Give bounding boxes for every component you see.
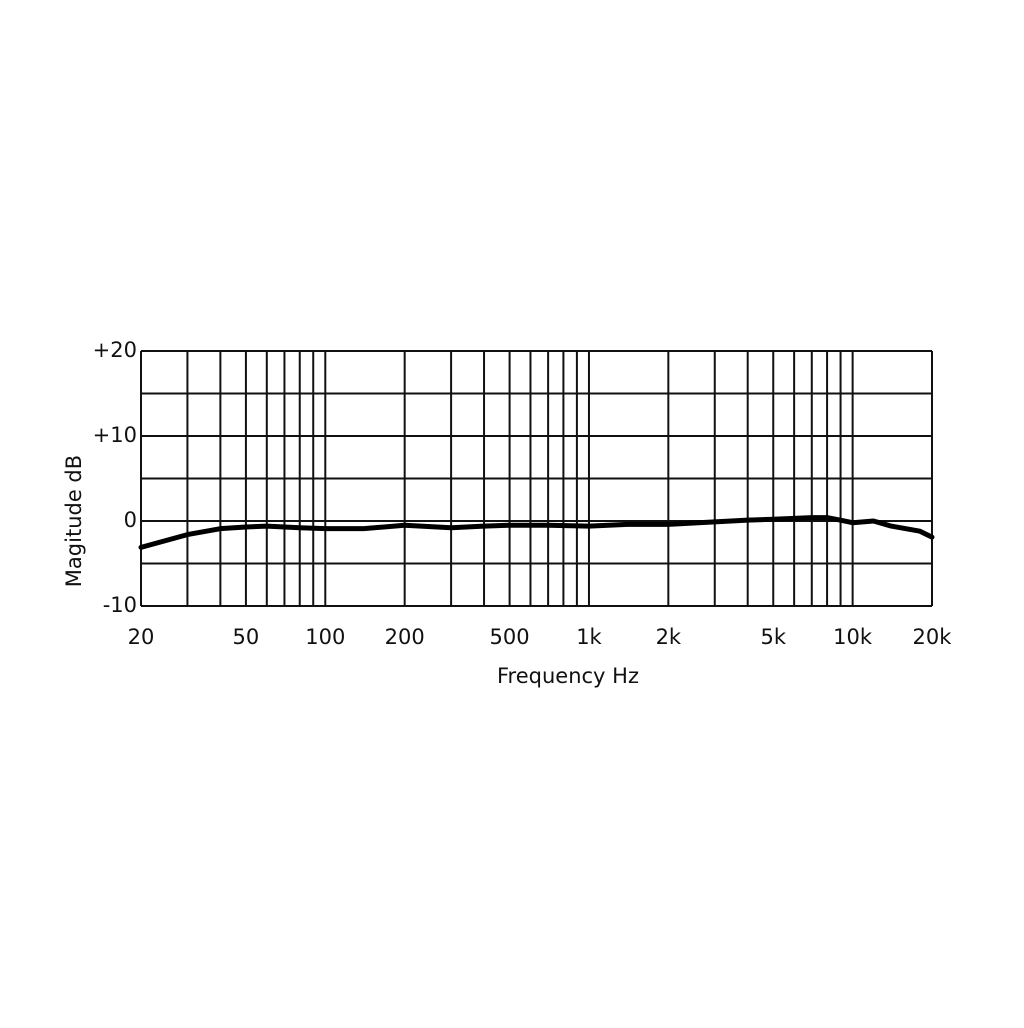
x-tick-label: 2k [656,625,682,649]
response-curve [138,515,935,550]
x-tick-label: 1k [576,625,602,649]
x-tick-label: 5k [760,625,786,649]
x-tick-label: 200 [385,625,425,649]
x-tick-label: 20 [128,625,155,649]
y-tick-label: +10 [93,423,137,447]
x-tick-label: 50 [233,625,260,649]
x-tick-label: 10k [833,625,873,649]
y-tick-label: +20 [93,338,137,362]
y-tick-label: 0 [124,508,137,532]
x-axis-label: Frequency Hz [497,664,639,688]
y-tick-label: -10 [103,593,137,617]
x-tick-label: 20k [913,625,953,649]
x-tick-label: 100 [305,625,345,649]
y-axis-label: Magitude dB [62,455,86,587]
x-tick-label: 500 [490,625,530,649]
